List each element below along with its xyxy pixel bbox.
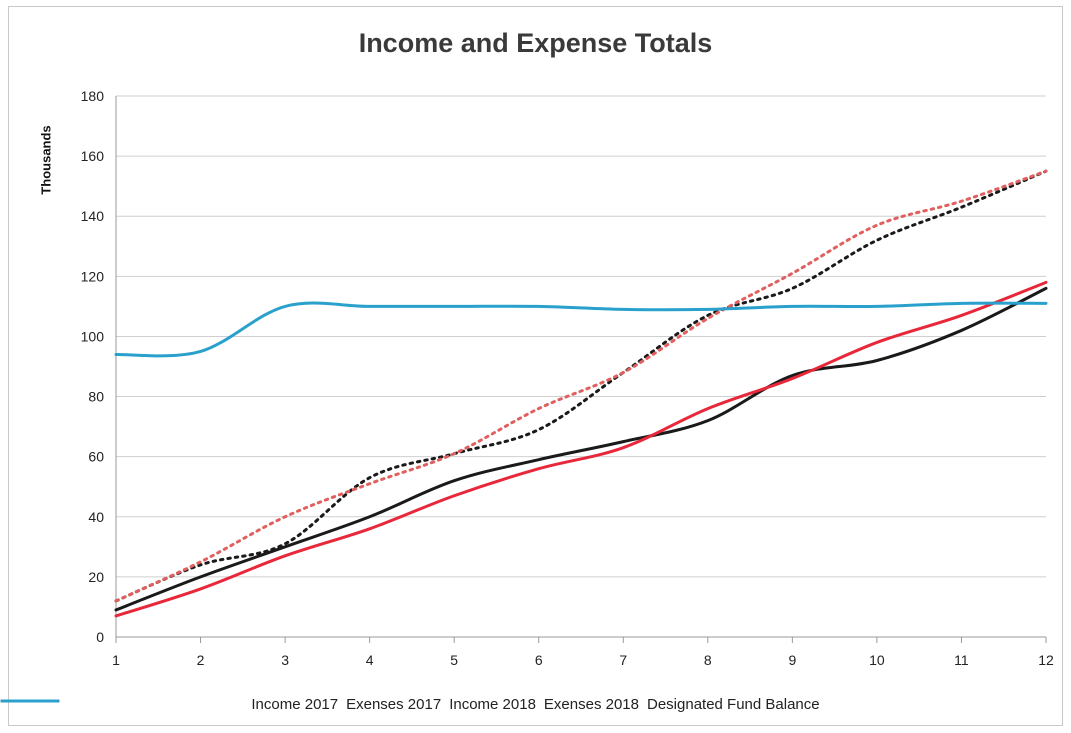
y-tick-label: 60 xyxy=(88,449,104,465)
series-line-4 xyxy=(114,301,1048,358)
legend: Income 2017 Exenses 2017 Income 2018 Exense… xyxy=(0,696,1071,713)
legend-item: Designated Fund Balance xyxy=(0,696,820,713)
series-line-0 xyxy=(114,169,1048,603)
legend-label: Income 2017 xyxy=(251,696,339,713)
x-tick-label: 10 xyxy=(869,652,885,668)
x-tick-label: 5 xyxy=(450,652,458,668)
legend-item: Exenses 2017 xyxy=(0,696,442,713)
series-lines xyxy=(114,169,1048,618)
chart-title: Income and Expense Totals xyxy=(358,28,713,58)
x-tick-label: 8 xyxy=(704,652,712,668)
x-tick-label: 2 xyxy=(197,652,205,668)
y-tick-label: 100 xyxy=(81,328,105,344)
legend-label: Exenses 2017 xyxy=(346,696,442,713)
series-line-2 xyxy=(114,286,1048,612)
series-line-1 xyxy=(114,169,1048,603)
x-tick-label: 12 xyxy=(1038,652,1054,668)
x-tick-label: 9 xyxy=(788,652,796,668)
x-tick-label: 3 xyxy=(281,652,289,668)
legend-swatch xyxy=(0,699,60,703)
x-tick-label: 1 xyxy=(112,652,120,668)
y-tick-label: 20 xyxy=(88,569,104,585)
y-tick-label: 160 xyxy=(81,148,105,164)
y-tick-label: 0 xyxy=(96,629,104,645)
y-tick-label: 80 xyxy=(88,389,104,405)
legend-label: Exenses 2018 xyxy=(543,696,639,713)
legend-item: Income 2017 xyxy=(0,696,339,713)
x-tick-label: 4 xyxy=(366,652,374,668)
legend-item: Exenses 2018 xyxy=(0,696,639,713)
grid-lines xyxy=(116,95,1046,578)
legend-label: Designated Fund Balance xyxy=(647,696,820,713)
legend-item: Income 2018 xyxy=(0,696,536,713)
y-tick-label: 120 xyxy=(81,268,105,284)
x-tick-label: 7 xyxy=(619,652,627,668)
legend-label: Income 2018 xyxy=(449,696,536,713)
y-tick-label: 180 xyxy=(81,88,105,104)
y-tick-label: 140 xyxy=(81,208,105,224)
y-tick-label: 40 xyxy=(88,509,104,525)
x-tick-label: 11 xyxy=(954,652,969,668)
x-tick-label: 6 xyxy=(535,652,543,668)
chart-frame xyxy=(8,6,1063,726)
series-line-3 xyxy=(114,280,1048,618)
